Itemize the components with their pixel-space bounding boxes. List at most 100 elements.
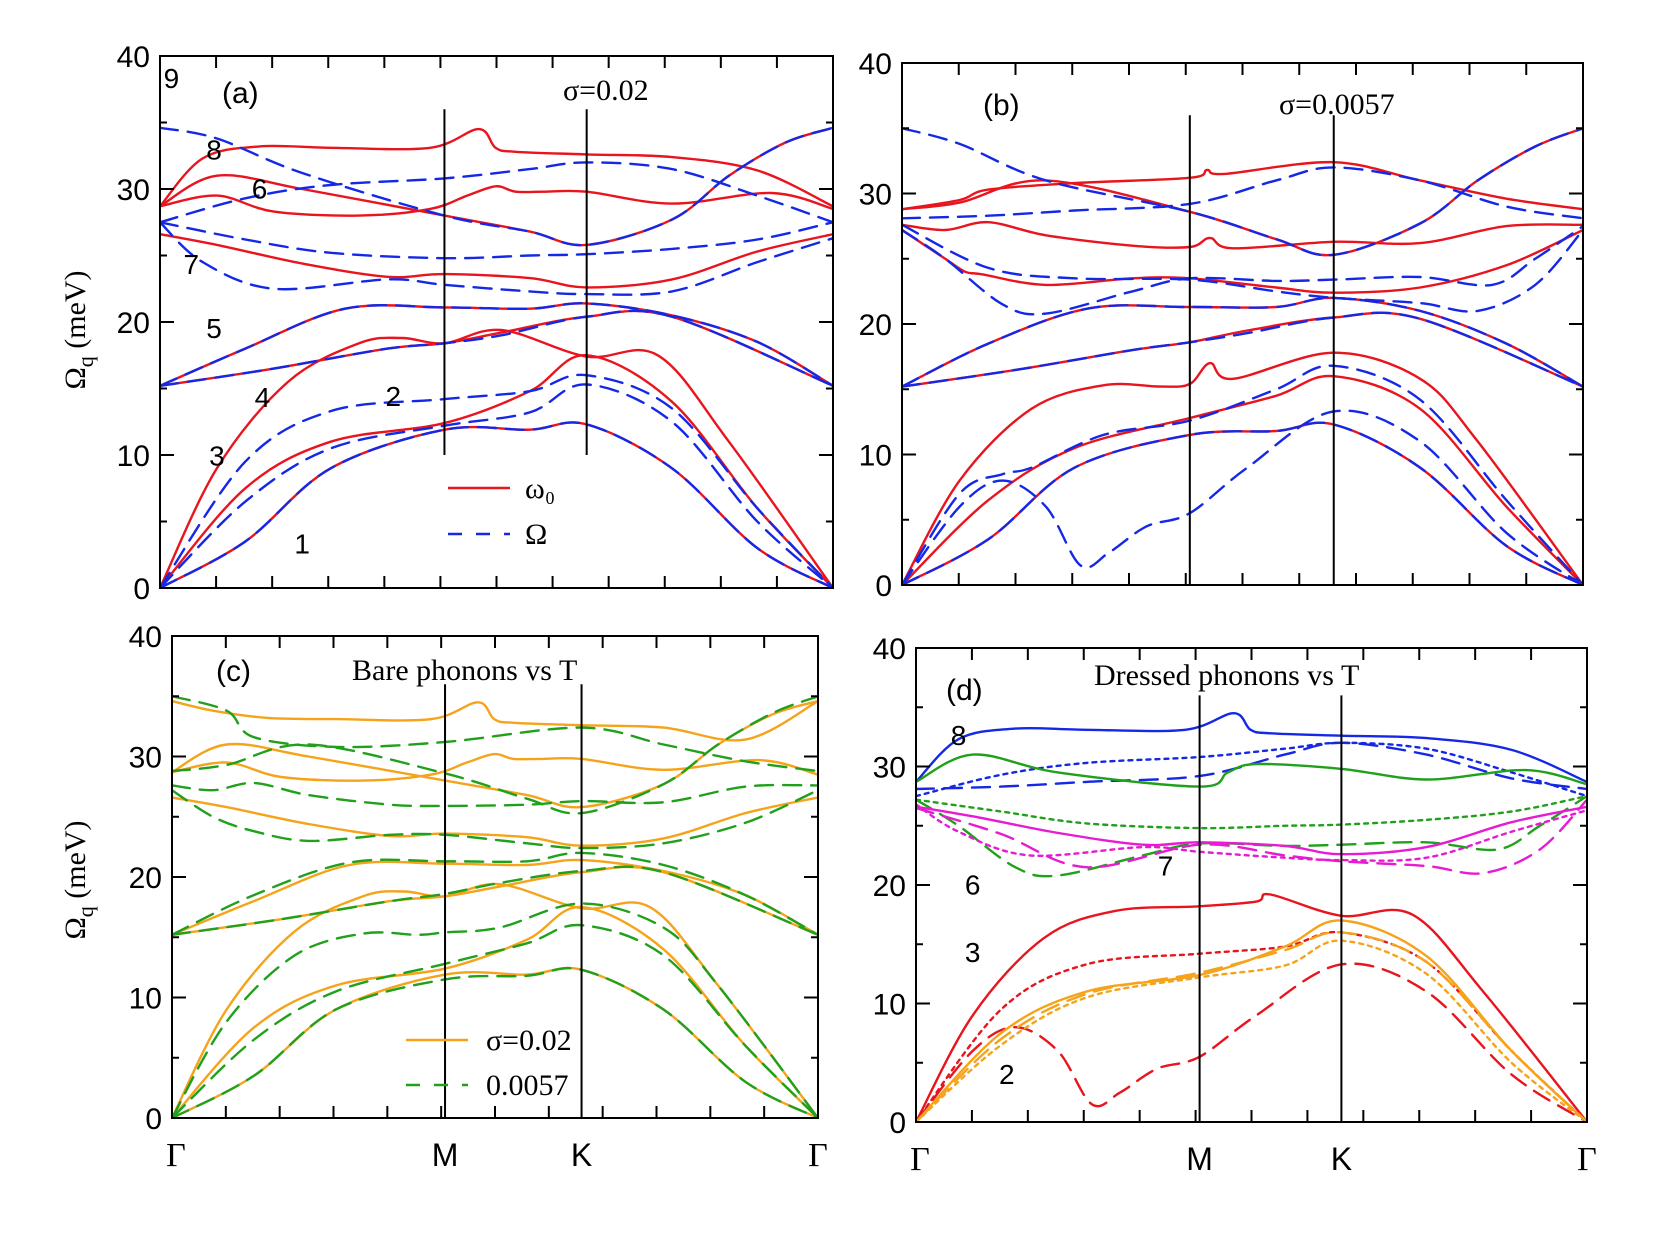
y-tick-label: 20 [117, 307, 150, 340]
y-tick-label: 10 [859, 440, 892, 473]
series-line-2 [902, 374, 1583, 585]
series-line-11 [172, 923, 818, 1118]
series-line-16 [902, 223, 1583, 313]
x-tick-label-1: M [1186, 1141, 1213, 1177]
legend: ω₀ Ω [448, 472, 555, 551]
series-group [916, 712, 1587, 1122]
x-tick-label-2: K [571, 1137, 592, 1173]
series-line-6 [172, 796, 818, 847]
series-line-17 [160, 161, 833, 224]
series-line-4 [916, 753, 1587, 788]
series-line-15 [160, 221, 833, 296]
series-line-4 [160, 309, 833, 387]
y-axis-label: Ωq (meV) [59, 270, 98, 389]
band-label: 3 [209, 441, 225, 472]
series-line-18 [172, 695, 818, 773]
x-tick-label-2: K [1331, 1141, 1352, 1177]
y-tick-label: 0 [133, 573, 150, 606]
series-line-10 [916, 892, 1587, 1122]
y-tick-label: 0 [145, 1103, 162, 1136]
series-line-18 [160, 126, 833, 247]
series-line-6 [160, 233, 833, 289]
band-label: 6 [252, 173, 268, 204]
series-line-3 [160, 328, 833, 588]
series-line-10 [160, 421, 833, 588]
series-line-13 [160, 309, 833, 387]
y-tick-label: 40 [129, 621, 162, 654]
legend: σ=0.02 0.0057 [406, 1024, 572, 1102]
y-tick-label: 10 [873, 989, 906, 1022]
series-line-12 [902, 364, 1583, 585]
series-line-10 [172, 966, 818, 1118]
legend-label: σ=0.02 [486, 1024, 572, 1057]
series-line-10 [902, 421, 1583, 585]
band-label: 6 [965, 869, 981, 900]
series-group [172, 695, 818, 1118]
band-label: 7 [184, 249, 200, 280]
series-line-5 [160, 302, 833, 387]
series-line-2 [916, 741, 1587, 798]
series-line-1 [916, 712, 1587, 784]
series-line-7 [902, 220, 1583, 250]
panel-1: 0 10 20 30 40 Ωq (meV) (a) σ=0.02 9 86 7 5 4 2 3 1 ω₀ Ω [59, 41, 834, 606]
y-axis-label: Ωq (meV) [59, 820, 98, 939]
series-line-15 [916, 931, 1587, 1122]
series-line-18 [902, 127, 1583, 257]
series-line-11 [160, 383, 833, 588]
band-label: 8 [951, 720, 967, 751]
series-line-4 [172, 865, 818, 936]
series-line-14 [916, 939, 1587, 1122]
panel-label: (d) [946, 674, 983, 707]
band-label: 8 [206, 135, 222, 166]
series-line-16 [160, 221, 833, 260]
band-label: 7 [1158, 851, 1174, 882]
series-line-14 [902, 296, 1583, 388]
y-tick-label: 30 [117, 174, 150, 207]
series-line-16 [172, 781, 818, 808]
y-tick-label: 10 [129, 983, 162, 1016]
y-tick-label: 20 [859, 309, 892, 342]
x-tick-label-0: Γ [910, 1141, 930, 1178]
legend-label: ω₀ [525, 472, 555, 505]
x-tick-label-3: Γ [808, 1137, 828, 1174]
panel-2: 0 10 20 30 40 (b) σ=0.0057 [859, 48, 1584, 603]
series-line-17 [172, 695, 818, 815]
series-line-12 [916, 962, 1587, 1122]
band-label: 5 [206, 313, 222, 344]
series-line-9 [160, 127, 833, 208]
panel-3: 0 10 20 30 40 Γ M K Γ Ωq (meV) (c) Bare phonons vs … [59, 621, 828, 1174]
legend-label: 0.0057 [486, 1069, 569, 1102]
series-line-11 [902, 409, 1583, 585]
panel-label: (b) [983, 89, 1020, 122]
series-line-9 [916, 798, 1587, 875]
series-line-9 [902, 160, 1583, 211]
series-line-8 [916, 803, 1587, 862]
band-label: 2 [999, 1059, 1015, 1090]
legend-label: Ω [525, 518, 547, 551]
panel-annotation: σ=0.02 [563, 74, 649, 107]
series-line-15 [902, 224, 1583, 316]
plot-frame [159, 55, 834, 589]
series-line-15 [172, 789, 818, 850]
panel-4: 0 10 20 30 40 Γ M K Γ (d) Dressed phonons vs T 8 6 7 3… [873, 633, 1597, 1178]
panel-label: (a) [222, 77, 259, 110]
x-tick-label-1: M [432, 1137, 459, 1173]
series-line-13 [902, 311, 1583, 388]
panel-annotation: Dressed phonons vs T [1094, 659, 1359, 692]
y-tick-label: 0 [889, 1107, 906, 1140]
series-line-12 [160, 373, 833, 588]
y-tick-label: 10 [117, 440, 150, 473]
series-line-6 [902, 228, 1583, 294]
series-line-14 [172, 851, 818, 936]
y-tick-label: 40 [117, 41, 150, 74]
y-tick-label: 0 [875, 570, 892, 603]
plot-frame [901, 62, 1584, 586]
series-line-5 [916, 794, 1587, 830]
y-tick-label: 30 [129, 742, 162, 775]
band-label: 9 [164, 63, 180, 94]
plot-frame [915, 647, 1588, 1123]
y-tick-label: 30 [859, 179, 892, 212]
x-tick-label-3: Γ [1577, 1141, 1597, 1178]
x-tick-label-0: Γ [166, 1137, 186, 1174]
